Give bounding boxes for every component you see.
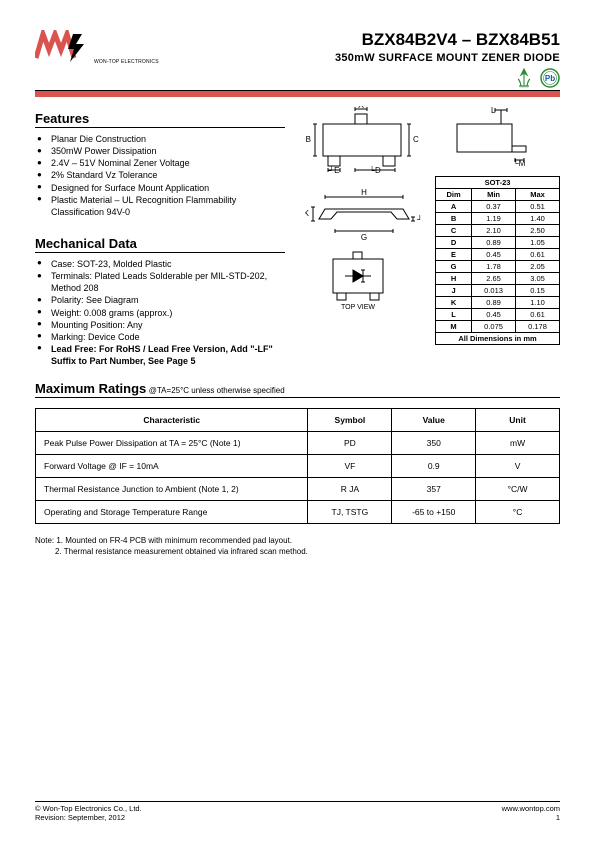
footer-url: www.wontop.com — [502, 804, 560, 813]
dim-row: K0.891.10 — [436, 297, 560, 309]
mechanical-item: Weight: 0.008 grams (approx.) — [37, 307, 285, 319]
ratings-row: Peak Pulse Power Dissipation at TA = 25°… — [36, 432, 560, 455]
svg-text:┘E: ┘E — [327, 165, 339, 174]
dim-row: A0.370.51 — [436, 201, 560, 213]
dim-row: B1.191.40 — [436, 213, 560, 225]
company-logo-icon — [35, 30, 90, 65]
ratings-col-symbol: Symbol — [308, 409, 392, 432]
features-title: Features — [35, 111, 285, 128]
header-right: BZX84B2V4 – BZX84B51 350mW SURFACE MOUNT… — [335, 30, 560, 88]
svg-text:G: G — [361, 233, 367, 242]
dimensions-table: SOT-23 Dim Min Max A0.370.51 B1.191.40 C… — [435, 176, 560, 345]
package-topview-icon: TOP VIEW — [323, 251, 393, 311]
max-ratings-title: Maximum Ratings — [35, 381, 146, 396]
dim-col-min: Min — [472, 189, 516, 201]
ratings-col-char: Characteristic — [36, 409, 308, 432]
dim-table-title: SOT-23 — [436, 177, 560, 189]
page-header: WON-TOP ELECTRONICS BZX84B2V4 – BZX84B51… — [35, 30, 560, 88]
svg-text:H: H — [361, 189, 367, 197]
note-item: 1. Mounted on FR-4 PCB with minimum reco… — [56, 536, 292, 545]
package-diagram-area: A B C ┘E └D L └M — [305, 101, 560, 316]
dim-row: D0.891.05 — [436, 237, 560, 249]
ratings-row: Thermal Resistance Junction to Ambient (… — [36, 478, 560, 501]
top-content-row: Features Planar Die Construction 350mW P… — [35, 101, 560, 367]
pb-free-icon: Pb — [540, 68, 560, 88]
footer-right: www.wontop.com 1 — [502, 804, 560, 822]
feature-item: 2% Standard Vz Tolerance — [37, 169, 285, 181]
dim-row: C2.102.50 — [436, 225, 560, 237]
svg-text:K: K — [305, 209, 310, 218]
mechanical-item: Terminals: Plated Leads Solderable per M… — [37, 270, 285, 294]
mechanical-title: Mechanical Data — [35, 236, 285, 253]
dim-row: J0.0130.15 — [436, 285, 560, 297]
left-column: Features Planar Die Construction 350mW P… — [35, 101, 285, 367]
svg-text:└M: └M — [513, 158, 526, 168]
mechanical-list: Case: SOT-23, Molded Plastic Terminals: … — [35, 258, 285, 367]
feature-item: Plastic Material – UL Recognition Flamma… — [37, 194, 285, 218]
ratings-row: Forward Voltage @ IF = 10mA VF 0.9 V — [36, 455, 560, 478]
svg-text:A: A — [358, 106, 364, 110]
right-column: A B C ┘E └D L └M — [305, 101, 560, 367]
max-ratings-condition: @TA=25°C unless otherwise specified — [149, 386, 285, 395]
feature-item: Planar Die Construction — [37, 133, 285, 145]
dim-row: H2.653.05 — [436, 273, 560, 285]
footer-page: 1 — [556, 813, 560, 822]
max-ratings-heading: Maximum Ratings @TA=25°C unless otherwis… — [35, 381, 560, 398]
company-name: WON-TOP ELECTRONICS — [94, 59, 159, 65]
svg-text:TOP VIEW: TOP VIEW — [341, 304, 375, 311]
notes-block: Note: 1. Mounted on FR-4 PCB with minimu… — [35, 536, 560, 558]
rohs-icon: RoHS — [514, 68, 534, 88]
max-ratings-table: Characteristic Symbol Value Unit Peak Pu… — [35, 408, 560, 524]
mechanical-item: Marking: Device Code — [37, 331, 285, 343]
footer-left: © Won-Top Electronics Co., Ltd. Revision… — [35, 804, 142, 822]
mechanical-leadfree: Lead Free: For RoHS / Lead Free Version,… — [37, 343, 285, 367]
svg-text:B: B — [306, 135, 311, 144]
feature-item: Designed for Surface Mount Application — [37, 182, 285, 194]
part-number-title: BZX84B2V4 – BZX84B51 — [335, 30, 560, 50]
dim-col-max: Max — [516, 189, 560, 201]
company-logo-block: WON-TOP ELECTRONICS — [35, 30, 159, 65]
note-item: 2. Thermal resistance measurement obtain… — [55, 547, 308, 556]
ratings-col-unit: Unit — [476, 409, 560, 432]
page-footer: © Won-Top Electronics Co., Ltd. Revision… — [35, 801, 560, 822]
package-side-lm-icon: L └M — [445, 106, 540, 168]
mechanical-item: Mounting Position: Any — [37, 319, 285, 331]
svg-text:┘J: ┘J — [416, 214, 423, 224]
package-side-hgkj-icon: H G K ┘J — [305, 189, 423, 244]
svg-text:└D: └D — [369, 165, 381, 174]
features-list: Planar Die Construction 350mW Power Diss… — [35, 133, 285, 218]
package-front-icon: A B C ┘E └D — [305, 106, 420, 174]
product-subtitle: 350mW SURFACE MOUNT ZENER DIODE — [335, 52, 560, 64]
feature-item: 350mW Power Dissipation — [37, 145, 285, 157]
svg-text:C: C — [413, 135, 419, 144]
mechanical-item: Case: SOT-23, Molded Plastic — [37, 258, 285, 270]
dim-row: M0.0750.178 — [436, 321, 560, 333]
ratings-row: Operating and Storage Temperature Range … — [36, 501, 560, 524]
footer-revision: Revision: September, 2012 — [35, 813, 125, 822]
header-divider-red — [35, 91, 560, 97]
mechanical-item: Polarity: See Diagram — [37, 294, 285, 306]
dim-table-footer: All Dimensions in mm — [436, 333, 560, 345]
feature-item: 2.4V – 51V Nominal Zener Voltage — [37, 157, 285, 169]
dim-row: G1.782.05 — [436, 261, 560, 273]
svg-text:RoHS: RoHS — [520, 85, 530, 89]
notes-prefix: Note: — [35, 536, 54, 545]
dim-col-dim: Dim — [436, 189, 472, 201]
ratings-col-value: Value — [392, 409, 476, 432]
footer-company: © Won-Top Electronics Co., Ltd. — [35, 804, 142, 813]
dim-row: L0.450.61 — [436, 309, 560, 321]
svg-text:L: L — [491, 106, 496, 115]
svg-text:Pb: Pb — [545, 74, 555, 83]
compliance-icons: RoHS Pb — [335, 68, 560, 88]
dim-row: E0.450.61 — [436, 249, 560, 261]
